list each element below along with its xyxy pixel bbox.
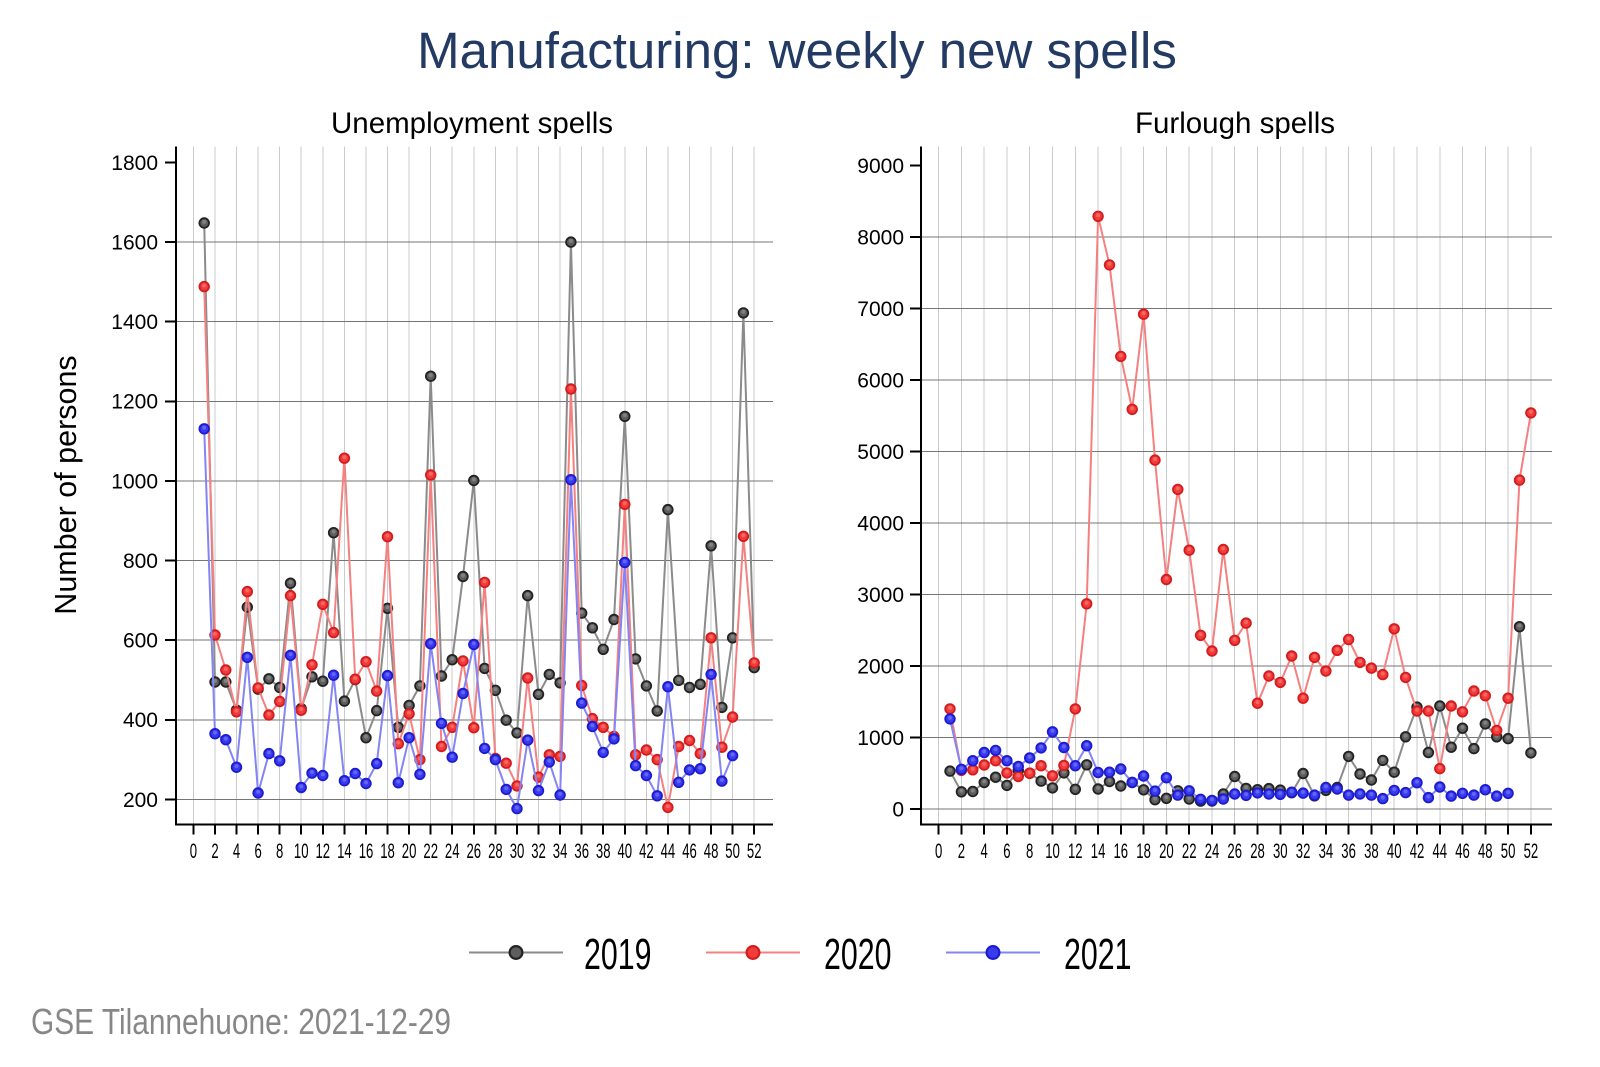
svg-text:0: 0 — [190, 840, 197, 863]
svg-text:10: 10 — [294, 840, 309, 863]
svg-text:34: 34 — [1319, 840, 1334, 863]
svg-text:12: 12 — [1068, 840, 1083, 863]
svg-text:Number of persons: Number of persons — [49, 355, 83, 614]
svg-text:24: 24 — [1205, 840, 1220, 863]
svg-text:0: 0 — [935, 840, 942, 863]
svg-text:2: 2 — [958, 840, 965, 863]
svg-text:3000: 3000 — [857, 584, 904, 607]
svg-text:30: 30 — [510, 840, 525, 863]
svg-text:28: 28 — [488, 840, 503, 863]
svg-text:18: 18 — [380, 840, 395, 863]
svg-text:6: 6 — [1003, 840, 1010, 863]
svg-text:5000: 5000 — [857, 441, 904, 464]
svg-text:24: 24 — [445, 840, 460, 863]
svg-text:1600: 1600 — [111, 232, 158, 255]
svg-text:42: 42 — [639, 840, 654, 863]
svg-text:8000: 8000 — [857, 226, 904, 249]
svg-text:34: 34 — [553, 840, 568, 863]
svg-text:52: 52 — [1524, 840, 1539, 863]
svg-text:22: 22 — [1182, 840, 1197, 863]
svg-text:4: 4 — [233, 840, 240, 863]
svg-text:22: 22 — [423, 840, 438, 863]
svg-text:40: 40 — [618, 840, 633, 863]
svg-text:36: 36 — [574, 840, 589, 863]
svg-text:1800: 1800 — [111, 152, 158, 175]
svg-text:48: 48 — [704, 840, 719, 863]
svg-text:400: 400 — [123, 709, 158, 732]
svg-text:800: 800 — [123, 550, 158, 573]
svg-text:14: 14 — [1091, 840, 1106, 863]
svg-text:50: 50 — [725, 840, 740, 863]
svg-text:30: 30 — [1273, 840, 1288, 863]
svg-text:14: 14 — [337, 840, 352, 863]
svg-text:1200: 1200 — [111, 391, 158, 414]
svg-text:6: 6 — [254, 840, 261, 863]
svg-text:8: 8 — [276, 840, 283, 863]
svg-text:1000: 1000 — [857, 727, 904, 750]
svg-text:20: 20 — [402, 840, 417, 863]
svg-text:4: 4 — [981, 840, 988, 863]
svg-text:48: 48 — [1478, 840, 1493, 863]
svg-text:50: 50 — [1501, 840, 1516, 863]
svg-text:8: 8 — [1026, 840, 1033, 863]
svg-text:20: 20 — [1159, 840, 1174, 863]
svg-text:26: 26 — [467, 840, 482, 863]
svg-text:4000: 4000 — [857, 512, 904, 535]
svg-text:40: 40 — [1387, 840, 1402, 863]
svg-text:38: 38 — [596, 840, 611, 863]
svg-text:32: 32 — [531, 840, 546, 863]
svg-text:10: 10 — [1045, 840, 1060, 863]
svg-text:16: 16 — [359, 840, 374, 863]
svg-text:2019: 2019 — [584, 930, 652, 979]
svg-text:18: 18 — [1136, 840, 1151, 863]
svg-text:38: 38 — [1364, 840, 1379, 863]
svg-text:44: 44 — [661, 840, 676, 863]
svg-text:52: 52 — [747, 840, 762, 863]
svg-text:6000: 6000 — [857, 369, 904, 392]
svg-text:28: 28 — [1250, 840, 1265, 863]
svg-text:Furlough spells: Furlough spells — [1135, 107, 1335, 140]
svg-text:2: 2 — [211, 840, 218, 863]
svg-text:32: 32 — [1296, 840, 1311, 863]
svg-text:200: 200 — [123, 789, 158, 812]
svg-text:2021: 2021 — [1064, 930, 1132, 979]
svg-text:1000: 1000 — [111, 470, 158, 493]
svg-text:42: 42 — [1410, 840, 1425, 863]
svg-text:Unemployment spells: Unemployment spells — [331, 107, 613, 140]
svg-text:0: 0 — [892, 798, 904, 821]
svg-text:9000: 9000 — [857, 155, 904, 178]
svg-text:36: 36 — [1341, 840, 1356, 863]
svg-text:16: 16 — [1114, 840, 1129, 863]
svg-text:44: 44 — [1433, 840, 1448, 863]
svg-text:Manufacturing: weekly new spel: Manufacturing: weekly new spells — [417, 22, 1177, 79]
svg-text:26: 26 — [1227, 840, 1242, 863]
svg-text:46: 46 — [682, 840, 697, 863]
svg-text:600: 600 — [123, 630, 158, 653]
svg-text:1400: 1400 — [111, 311, 158, 334]
svg-text:2020: 2020 — [824, 930, 892, 979]
svg-text:12: 12 — [316, 840, 331, 863]
svg-text:2000: 2000 — [857, 655, 904, 678]
svg-text:46: 46 — [1455, 840, 1470, 863]
svg-text:7000: 7000 — [857, 298, 904, 321]
svg-text:GSE Tilannehuone: 2021-12-29: GSE Tilannehuone: 2021-12-29 — [31, 1001, 451, 1042]
